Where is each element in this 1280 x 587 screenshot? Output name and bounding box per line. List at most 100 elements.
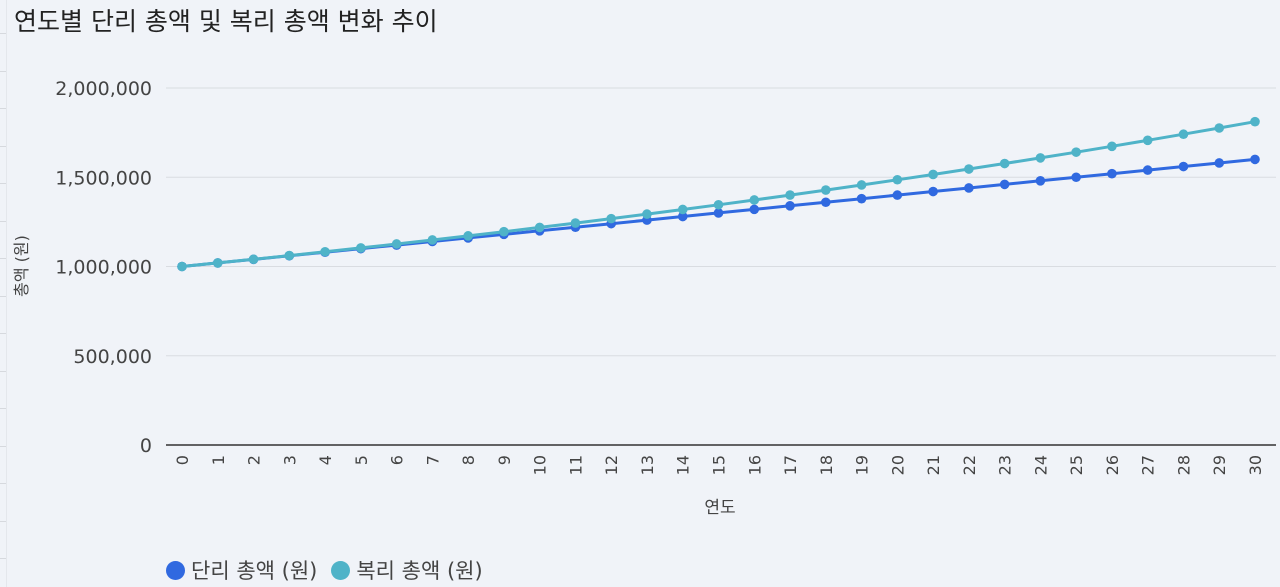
x-tick-label: 1	[209, 455, 228, 465]
x-tick-label: 17	[781, 455, 800, 475]
edge-tick	[0, 221, 6, 222]
edge-tick	[0, 408, 6, 409]
data-point	[749, 204, 760, 215]
data-point	[785, 190, 795, 200]
legend-item-simple-interest[interactable]: 단리 총액 (원)	[166, 555, 317, 585]
data-point	[1107, 168, 1117, 179]
data-point	[964, 183, 974, 193]
data-point	[1142, 165, 1153, 175]
edge-tick	[0, 183, 6, 184]
data-point	[964, 164, 974, 174]
edge-tick	[0, 71, 6, 72]
left-edge-strip	[0, 0, 7, 587]
data-point	[391, 239, 402, 249]
data-point	[606, 213, 616, 224]
legend-dot-icon	[166, 560, 185, 580]
series-line-1	[181, 120, 1256, 268]
data-point	[1107, 141, 1117, 152]
edge-tick	[0, 146, 6, 147]
data-point	[677, 204, 688, 215]
data-point	[856, 193, 867, 204]
data-point	[1250, 154, 1260, 165]
data-point	[999, 158, 1010, 169]
x-tick-label: 30	[1246, 455, 1265, 475]
x-tick-label: 9	[495, 455, 514, 465]
data-point	[999, 179, 1010, 190]
edge-tick	[0, 483, 6, 484]
x-tick-label: 7	[423, 455, 442, 465]
data-point	[821, 197, 831, 208]
data-point	[642, 209, 652, 219]
data-point	[248, 254, 259, 265]
data-point	[1178, 129, 1189, 140]
x-tick-label: 29	[1210, 455, 1229, 475]
edge-tick	[0, 521, 6, 522]
chart-title: 연도별 단리 총액 및 복리 총액 변화 추이	[14, 7, 438, 36]
x-tick-label: 5	[352, 455, 371, 465]
x-tick-label: 20	[888, 455, 907, 475]
edge-tick	[0, 371, 6, 372]
data-point	[1142, 135, 1153, 146]
data-point	[785, 201, 795, 211]
x-tick-label: 21	[924, 455, 943, 475]
data-point	[928, 186, 938, 197]
data-point	[892, 190, 903, 200]
edge-tick	[0, 333, 6, 334]
data-point	[713, 208, 724, 218]
x-tick-label: 28	[1174, 455, 1193, 475]
x-tick-label: 18	[817, 455, 836, 475]
x-tick-label: 8	[459, 455, 478, 465]
data-point	[749, 195, 760, 205]
data-point	[713, 199, 724, 210]
edge-tick	[0, 258, 6, 259]
x-tick-label: 26	[1103, 455, 1122, 475]
x-tick-label: 22	[960, 455, 979, 475]
data-point	[928, 169, 938, 180]
data-point	[856, 180, 867, 190]
data-point	[1178, 161, 1189, 172]
data-point	[570, 218, 581, 228]
x-tick-label: 11	[566, 455, 585, 475]
legend: 단리 총액 (원) 복리 총액 (원)	[166, 555, 483, 585]
edge-tick	[0, 108, 6, 109]
x-tick-label: 6	[388, 455, 407, 465]
x-tick-label: 12	[602, 455, 621, 475]
y-tick-label: 0	[140, 435, 152, 457]
data-point	[1035, 176, 1046, 186]
legend-item-compound-interest[interactable]: 복리 총액 (원)	[331, 555, 483, 585]
edge-tick	[0, 296, 6, 297]
data-point	[212, 258, 223, 268]
data-point	[1214, 158, 1225, 168]
data-point	[1071, 172, 1081, 183]
legend-label: 복리 총액 (원)	[356, 559, 483, 583]
data-point	[284, 250, 295, 261]
x-tick-label: 27	[1139, 455, 1158, 475]
edge-tick	[0, 558, 6, 559]
data-point	[821, 185, 831, 195]
x-tick-label: 4	[316, 455, 335, 465]
x-tick-label: 13	[638, 455, 657, 475]
data-point	[177, 261, 187, 272]
legend-label: 단리 총액 (원)	[191, 559, 318, 583]
data-point	[1214, 123, 1225, 133]
x-tick-label: 16	[745, 455, 764, 475]
y-tick-label: 1,500,000	[55, 167, 152, 189]
data-point	[499, 226, 509, 237]
y-tick-label: 1,000,000	[55, 257, 152, 279]
data-point	[1035, 153, 1046, 163]
x-tick-label: 15	[710, 455, 729, 475]
data-point	[892, 174, 903, 185]
x-tick-label: 24	[1031, 455, 1050, 475]
data-point	[356, 243, 366, 253]
data-point	[427, 235, 438, 245]
y-axis-title: 총액 (원)	[12, 235, 31, 297]
x-tick-label: 10	[531, 455, 550, 475]
data-point	[463, 231, 473, 241]
data-point	[677, 211, 688, 222]
y-tick-label: 2,000,000	[55, 78, 152, 100]
data-point	[1250, 116, 1260, 127]
edge-tick	[0, 33, 6, 34]
data-point	[320, 246, 330, 257]
y-tick-label: 500,000	[73, 346, 152, 368]
